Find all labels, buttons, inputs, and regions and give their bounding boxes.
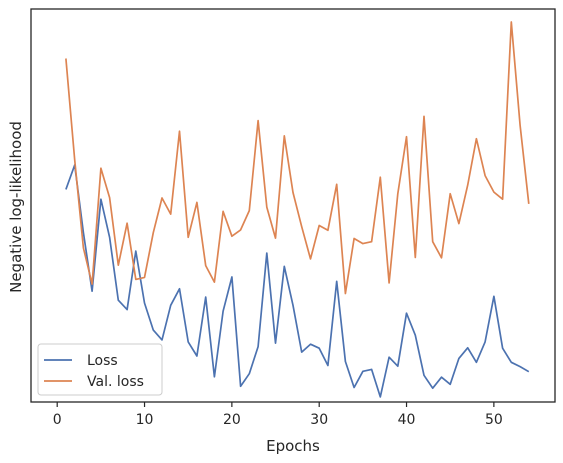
legend-box (37, 343, 163, 396)
x-tick-label: 50 (485, 412, 503, 428)
series-line-loss (65, 164, 530, 398)
x-tick-label: 0 (53, 412, 62, 428)
x-tick-label: 20 (223, 412, 241, 428)
y-axis-label: Negative log-likelihood (7, 121, 25, 293)
lines-layer (65, 21, 530, 398)
x-axis-label: Epochs (266, 437, 320, 455)
x-tick-label: 30 (310, 412, 328, 428)
plot-frame (30, 8, 556, 403)
x-tick-label: 10 (136, 412, 154, 428)
x-tick-label: 40 (398, 412, 416, 428)
legend: Loss Val. loss (37, 343, 163, 396)
x-ticks: 0 10 20 30 40 50 (53, 402, 503, 428)
series-line-val-loss (65, 21, 530, 295)
legend-label-val-loss: Val. loss (87, 374, 144, 390)
legend-label-loss: Loss (87, 353, 118, 369)
